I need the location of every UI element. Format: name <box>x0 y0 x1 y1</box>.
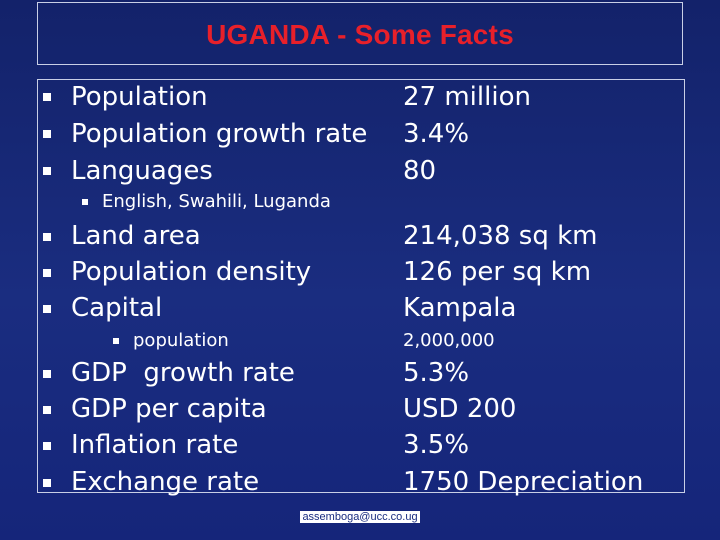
fact-value: 214,038 sq km <box>403 221 598 251</box>
fact-value: 3.4% <box>403 119 470 149</box>
square-bullet-icon <box>43 93 51 101</box>
square-bullet-icon <box>43 370 51 378</box>
fact-value: 3.5% <box>403 430 470 460</box>
fact-label: GDP growth rate <box>71 358 295 388</box>
fact-label: Inflation rate <box>71 430 239 460</box>
fact-label: GDP per capita <box>71 394 267 424</box>
square-bullet-icon <box>113 338 119 344</box>
fact-value: 80 <box>403 156 437 186</box>
fact-label: Population growth rate <box>71 119 368 149</box>
fact-value: 126 per sq km <box>403 257 592 287</box>
fact-label: Population <box>71 82 208 112</box>
square-bullet-icon <box>43 442 51 450</box>
footer-email-text: assemboga@ucc.co.ug <box>300 511 420 523</box>
fact-label: Population density <box>71 257 312 287</box>
square-bullet-icon <box>43 406 51 414</box>
square-bullet-icon <box>43 479 51 487</box>
fact-label: Land area <box>71 221 201 251</box>
fact-value: 5.3% <box>403 358 470 388</box>
content-frame <box>37 79 685 493</box>
fact-label: Exchange rate <box>71 467 260 497</box>
square-bullet-icon <box>43 269 51 277</box>
subitem-label: English, Swahili, Luganda <box>102 191 331 212</box>
subitem-value: 2,000,000 <box>403 330 495 351</box>
fact-value: Kampala <box>403 293 517 323</box>
fact-value: 27 million <box>403 82 531 112</box>
fact-value: 1750 Depreciation <box>403 467 644 497</box>
fact-value: USD 200 <box>403 394 517 424</box>
footer-email: assemboga@ucc.co.ug <box>0 511 720 523</box>
square-bullet-icon <box>43 305 51 313</box>
fact-label: Languages <box>71 156 213 186</box>
square-bullet-icon <box>43 233 51 241</box>
square-bullet-icon <box>43 167 51 175</box>
subitem-label: population <box>133 330 229 351</box>
square-bullet-icon <box>43 130 51 138</box>
title-frame: UGANDA - Some Facts <box>37 2 683 65</box>
square-bullet-icon <box>82 199 88 205</box>
fact-label: Capital <box>71 293 163 323</box>
slide-title: UGANDA - Some Facts <box>206 19 514 50</box>
